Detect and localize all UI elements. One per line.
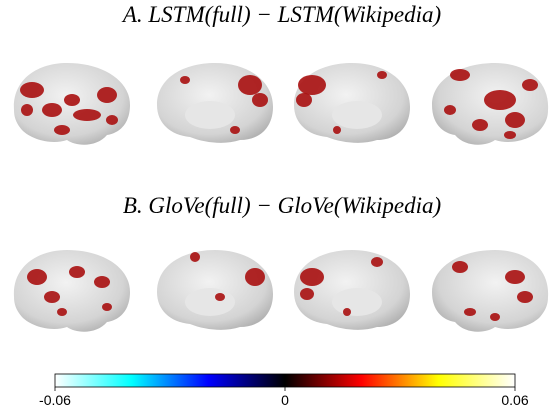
brain — [294, 250, 410, 330]
activation-blob — [484, 90, 516, 110]
activation-blob — [21, 104, 33, 116]
brain-medial-wall — [332, 101, 382, 129]
activation-blob — [505, 112, 525, 128]
activation-blob — [57, 308, 67, 316]
activation-blob — [517, 291, 533, 303]
activation-blob — [27, 269, 47, 285]
panel-title: A. LSTM(full) − LSTM(Wikipedia) — [121, 2, 441, 27]
activation-blob — [464, 308, 476, 316]
activation-blob — [230, 126, 240, 134]
activation-blob — [69, 266, 85, 278]
activation-blob — [252, 93, 268, 107]
activation-blob — [296, 93, 312, 107]
brain — [294, 63, 410, 143]
activation-blob — [20, 82, 44, 98]
activation-blob — [73, 109, 101, 121]
activation-blob — [343, 308, 351, 316]
brain-surface — [13, 250, 131, 332]
brain-medial-wall — [185, 288, 235, 316]
activation-blob — [106, 115, 118, 125]
activation-blob — [377, 71, 387, 79]
activation-blob — [298, 75, 326, 95]
activation-blob — [180, 76, 190, 84]
activation-blob — [215, 293, 225, 301]
activation-blob — [452, 261, 468, 273]
brain-medial-wall — [185, 101, 235, 129]
activation-blob — [505, 270, 525, 284]
activation-blob — [44, 291, 60, 303]
brain — [13, 63, 131, 145]
brain-surface — [432, 250, 549, 332]
brain — [157, 63, 273, 143]
activation-blob — [238, 75, 262, 95]
panel-title: B. GloVe(full) − GloVe(Wikipedia) — [123, 193, 441, 218]
activation-blob — [94, 276, 110, 288]
activation-blob — [64, 94, 80, 106]
activation-blob — [97, 87, 117, 103]
activation-blob — [42, 103, 62, 117]
activation-blob — [333, 126, 341, 134]
brain-images — [13, 63, 549, 332]
activation-blob — [450, 69, 470, 81]
activation-blob — [371, 257, 383, 267]
colorbar-ticks: -0.06 0 0.06 — [39, 387, 529, 408]
tick-label: 0 — [281, 392, 289, 408]
activation-blob — [102, 303, 112, 311]
brain — [157, 250, 273, 330]
activation-blob — [522, 79, 538, 91]
activation-blob — [490, 313, 500, 321]
brain — [432, 63, 549, 145]
activation-blob — [300, 268, 324, 286]
brain-medial-wall — [332, 288, 382, 316]
activation-blob — [190, 252, 200, 262]
brain — [13, 250, 131, 332]
brain — [432, 250, 549, 332]
activation-blob — [472, 119, 488, 131]
colorbar — [54, 373, 516, 388]
activation-blob — [245, 268, 265, 286]
activation-blob — [444, 105, 456, 115]
activation-blob — [300, 288, 314, 300]
tick-label: -0.06 — [39, 392, 71, 408]
tick-label: 0.06 — [501, 392, 528, 408]
activation-blob — [54, 125, 70, 135]
activation-blob — [504, 131, 516, 139]
